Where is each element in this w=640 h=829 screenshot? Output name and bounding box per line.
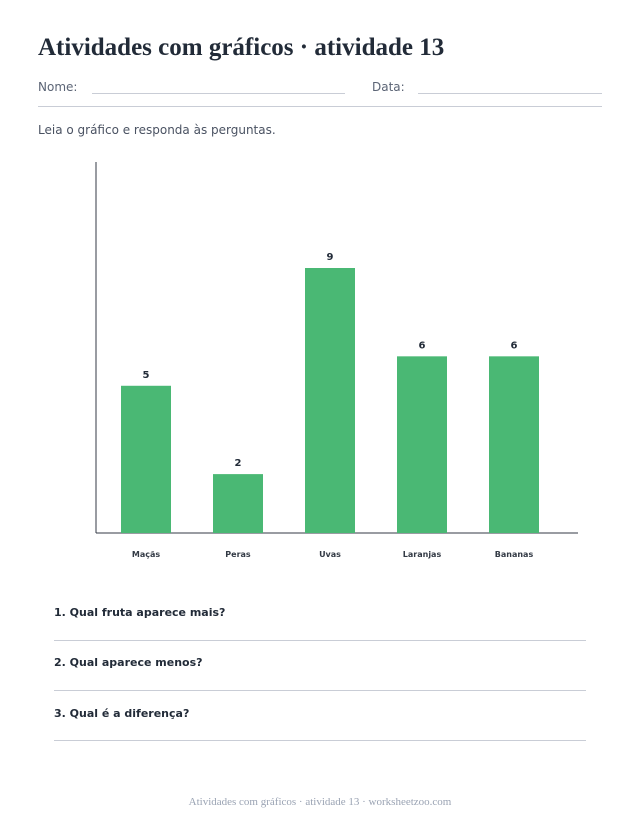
date-line [418,93,602,94]
name-date-row: Nome: Data: [38,80,602,100]
question-1: 1. Qual fruta aparece mais? [54,606,226,619]
bar-0 [121,385,171,533]
question-3: 3. Qual é a diferença? [54,707,190,720]
x-tick-label: Laranjas [403,550,442,559]
bar-value-label: 2 [235,458,242,469]
bar-chart: 5 Maçãs 2 Peras 9 Uvas 6 Laranjas 6 Bananas [95,162,578,559]
bar-value-label: 6 [511,340,518,351]
name-label: Nome: [38,80,78,94]
question-2: 2. Qual aparece menos? [54,656,203,669]
bar-value-label: 5 [143,370,150,381]
bar-1 [213,474,263,533]
x-tick-label: Maçãs [132,550,161,559]
x-tick-label: Bananas [495,550,534,559]
bar-value-label: 9 [327,252,334,263]
answer-line-3[interactable] [54,740,586,741]
bar-value-label: 6 [419,340,426,351]
name-line [92,93,345,94]
bar-4 [489,356,539,533]
header-divider [38,106,602,107]
instructions: Leia o gráfico e responda às perguntas. [38,123,276,137]
x-tick-label: Uvas [319,550,341,559]
answer-line-2[interactable] [54,690,586,691]
answer-line-1[interactable] [54,640,586,641]
bar-3 [397,356,447,533]
date-label: Data: [372,80,405,94]
footer: Atividades com gráficos · atividade 13 ·… [188,796,452,808]
x-tick-label: Peras [225,550,251,559]
worksheet-title: Atividades com gráficos · atividade 13 [38,34,445,61]
bar-2 [305,268,355,533]
